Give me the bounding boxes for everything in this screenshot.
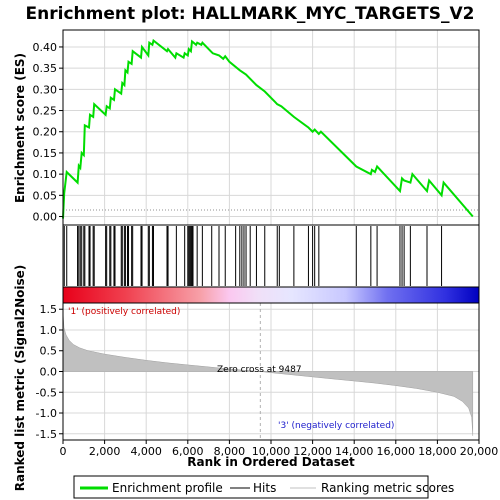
legend-hits-label: Hits — [253, 481, 276, 495]
es-y-tick-label: 0.10 — [33, 168, 58, 181]
chart-title: Enrichment plot: HALLMARK_MYC_TARGETS_V2 — [26, 4, 475, 24]
metric-y-tick-label: -0.5 — [36, 386, 57, 399]
x-tick-label: 10,000 — [252, 445, 291, 458]
metric-y-ticks: 1.5 1.0 0.5 0.0 -0.5 -1.0 -1.5 — [36, 303, 63, 441]
x-tick-label: 18,000 — [418, 445, 457, 458]
x-tick-label: 4,000 — [130, 445, 162, 458]
x-tick-label: 12,000 — [293, 445, 332, 458]
x-tick-label: 20,000 — [460, 445, 499, 458]
es-y-tick-label: 0.25 — [33, 105, 58, 118]
zero-cross-label: Zero cross at 9487 — [217, 365, 302, 375]
legend-enrichment-label: Enrichment profile — [112, 481, 223, 495]
metric-panel-frame — [62, 302, 480, 441]
metric-y-tick-label: 0.5 — [40, 345, 58, 358]
enrichment-profile-line — [62, 38, 474, 219]
es-y-tick-label: 0.00 — [33, 211, 58, 224]
positive-correlation-label: '1' (positively correlated) — [68, 307, 180, 317]
es-y-ticks: 0.00 0.05 0.10 0.15 0.20 0.25 0.30 0.35 0.40 — [33, 41, 63, 224]
rank-color-bar — [62, 286, 480, 304]
x-tick-label: 0 — [60, 445, 67, 458]
x-tick-label: 16,000 — [377, 445, 416, 458]
metric-y-tick-label: 0.0 — [40, 366, 58, 379]
x-tick-label: 6,000 — [172, 445, 204, 458]
es-y-tick-label: 0.30 — [33, 83, 58, 96]
metric-y-tick-label: 1.0 — [40, 324, 58, 337]
es-y-axis-title: Enrichment score (ES) — [13, 53, 27, 203]
negative-correlation-label: '3' (negatively correlated) — [278, 421, 394, 431]
metric-y-tick-label: -1.5 — [36, 428, 57, 441]
metric-x-ticks: 0 2,000 4,000 6,000 8,000 10,000 12,000 14,000 1… — [60, 440, 499, 458]
es-y-tick-label: 0.35 — [33, 62, 58, 75]
x-tick-label: 8,000 — [214, 445, 246, 458]
es-y-tick-label: 0.20 — [33, 126, 58, 139]
x-axis-title: Rank in Ordered Dataset — [187, 455, 355, 469]
metric-grid — [62, 303, 480, 440]
metric-y-tick-label: 1.5 — [40, 303, 58, 316]
es-y-tick-label: 0.05 — [33, 189, 58, 202]
metric-y-axis-title: Ranked list metric (Signal2Noise) — [13, 265, 27, 492]
es-y-tick-label: 0.40 — [33, 41, 58, 54]
x-tick-label: 2,000 — [89, 445, 121, 458]
es-y-tick-label: 0.15 — [33, 147, 58, 160]
metric-y-tick-label: -1.0 — [36, 407, 57, 420]
legend-ranking-label: Ranking metric scores — [321, 481, 454, 495]
legend-box — [73, 475, 429, 499]
x-tick-label: 14,000 — [335, 445, 374, 458]
hits-marks — [63, 226, 443, 286]
